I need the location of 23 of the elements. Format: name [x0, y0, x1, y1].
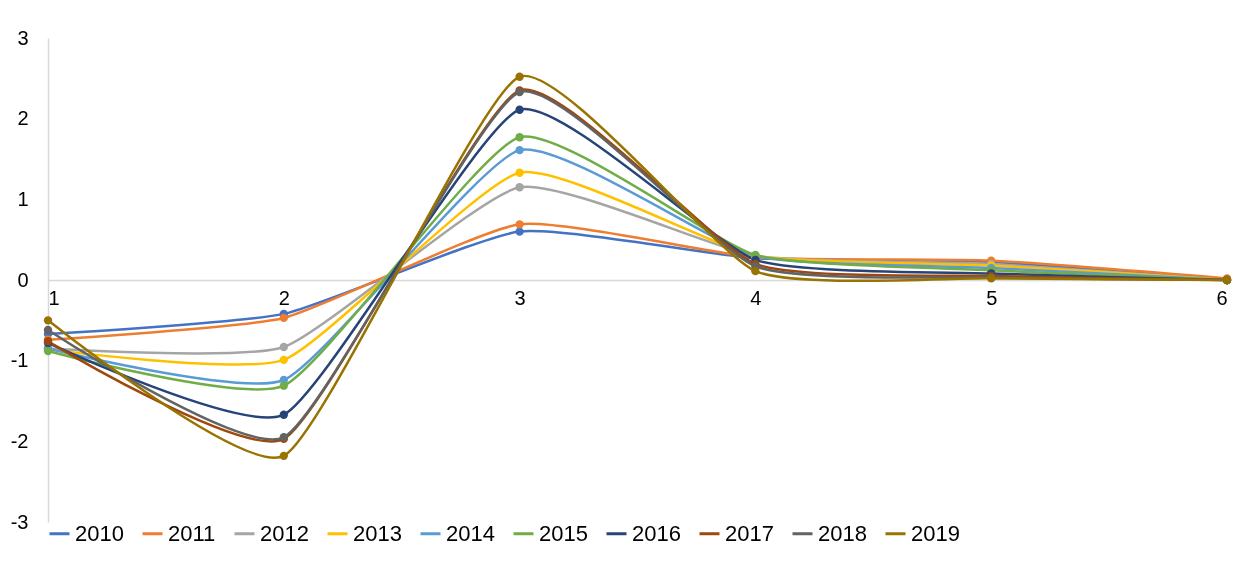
y-tick-label: 1 — [17, 187, 29, 210]
legend-label: 2012 — [260, 520, 309, 546]
x-tick-label: 6 — [1216, 286, 1228, 309]
y-tick-label: -1 — [10, 349, 29, 372]
x-tick-label: 2 — [278, 286, 290, 309]
legend-label: 2018 — [818, 520, 867, 546]
y-tick-label: 3 — [17, 26, 29, 49]
legend-label: 2015 — [539, 520, 588, 546]
y-tick-label: -2 — [10, 429, 29, 452]
legend-label: 2019 — [911, 520, 960, 546]
x-tick-label: 3 — [514, 286, 526, 309]
legend-label: 2014 — [446, 520, 495, 546]
x-tick-label: 4 — [750, 286, 762, 309]
x-tick-label: 5 — [986, 286, 998, 309]
y-tick-label: -3 — [10, 510, 29, 533]
legend-label: 2010 — [75, 520, 124, 546]
legend-label: 2016 — [632, 520, 681, 546]
legend-label: 2013 — [353, 520, 402, 546]
legend-label: 2011 — [168, 520, 216, 546]
y-tick-label: 0 — [17, 268, 29, 291]
x-tick-label: 1 — [48, 286, 60, 309]
y-tick-label: 2 — [17, 107, 29, 130]
legend-label: 2017 — [725, 520, 774, 546]
